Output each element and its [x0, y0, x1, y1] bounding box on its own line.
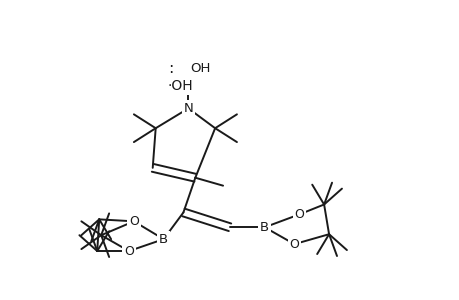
Text: O: O: [129, 215, 139, 228]
Text: B: B: [259, 221, 269, 234]
Text: O: O: [294, 208, 303, 221]
Text: ·OH: ·OH: [167, 79, 193, 93]
Text: :: :: [168, 61, 173, 76]
Text: O: O: [124, 244, 134, 258]
Text: O: O: [289, 238, 299, 250]
Text: B: B: [159, 233, 168, 246]
Text: OH: OH: [190, 62, 210, 75]
Text: N: N: [183, 102, 193, 115]
